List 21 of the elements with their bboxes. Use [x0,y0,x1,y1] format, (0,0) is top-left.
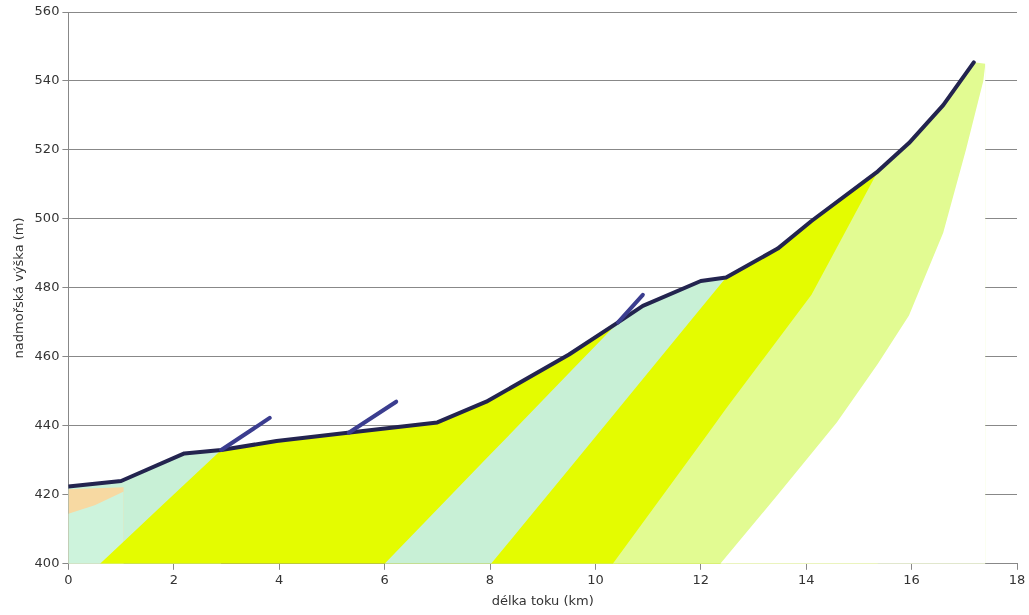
x-tick-label: 10 [587,571,604,587]
y-tick-label: 440 [34,417,60,433]
y-tick-label: 520 [34,141,60,157]
x-tick-label: 8 [485,571,495,587]
y-tick-label: 420 [34,486,60,502]
x-tick-label: 0 [64,571,73,587]
y-tick-label: 540 [34,72,60,88]
x-tick-label: 16 [903,571,920,587]
x-tick-label: 6 [380,571,389,587]
x-axis-title: délka toku (km) [491,592,594,608]
x-tick-label: 2 [169,571,178,587]
y-tick-label: 480 [34,279,60,295]
x-tick-label: 12 [692,571,710,587]
x-tick-label: 4 [275,571,284,587]
y-tick-label: 500 [34,210,60,226]
y-tick-label: 460 [34,348,60,364]
y-tick-label: 560 [34,3,60,19]
y-tick-label: 400 [34,555,60,571]
x-tick-label: 18 [1008,571,1026,587]
y-axis-title: nadmořská výška (m) [11,217,27,359]
x-tick-label: 14 [797,571,815,587]
